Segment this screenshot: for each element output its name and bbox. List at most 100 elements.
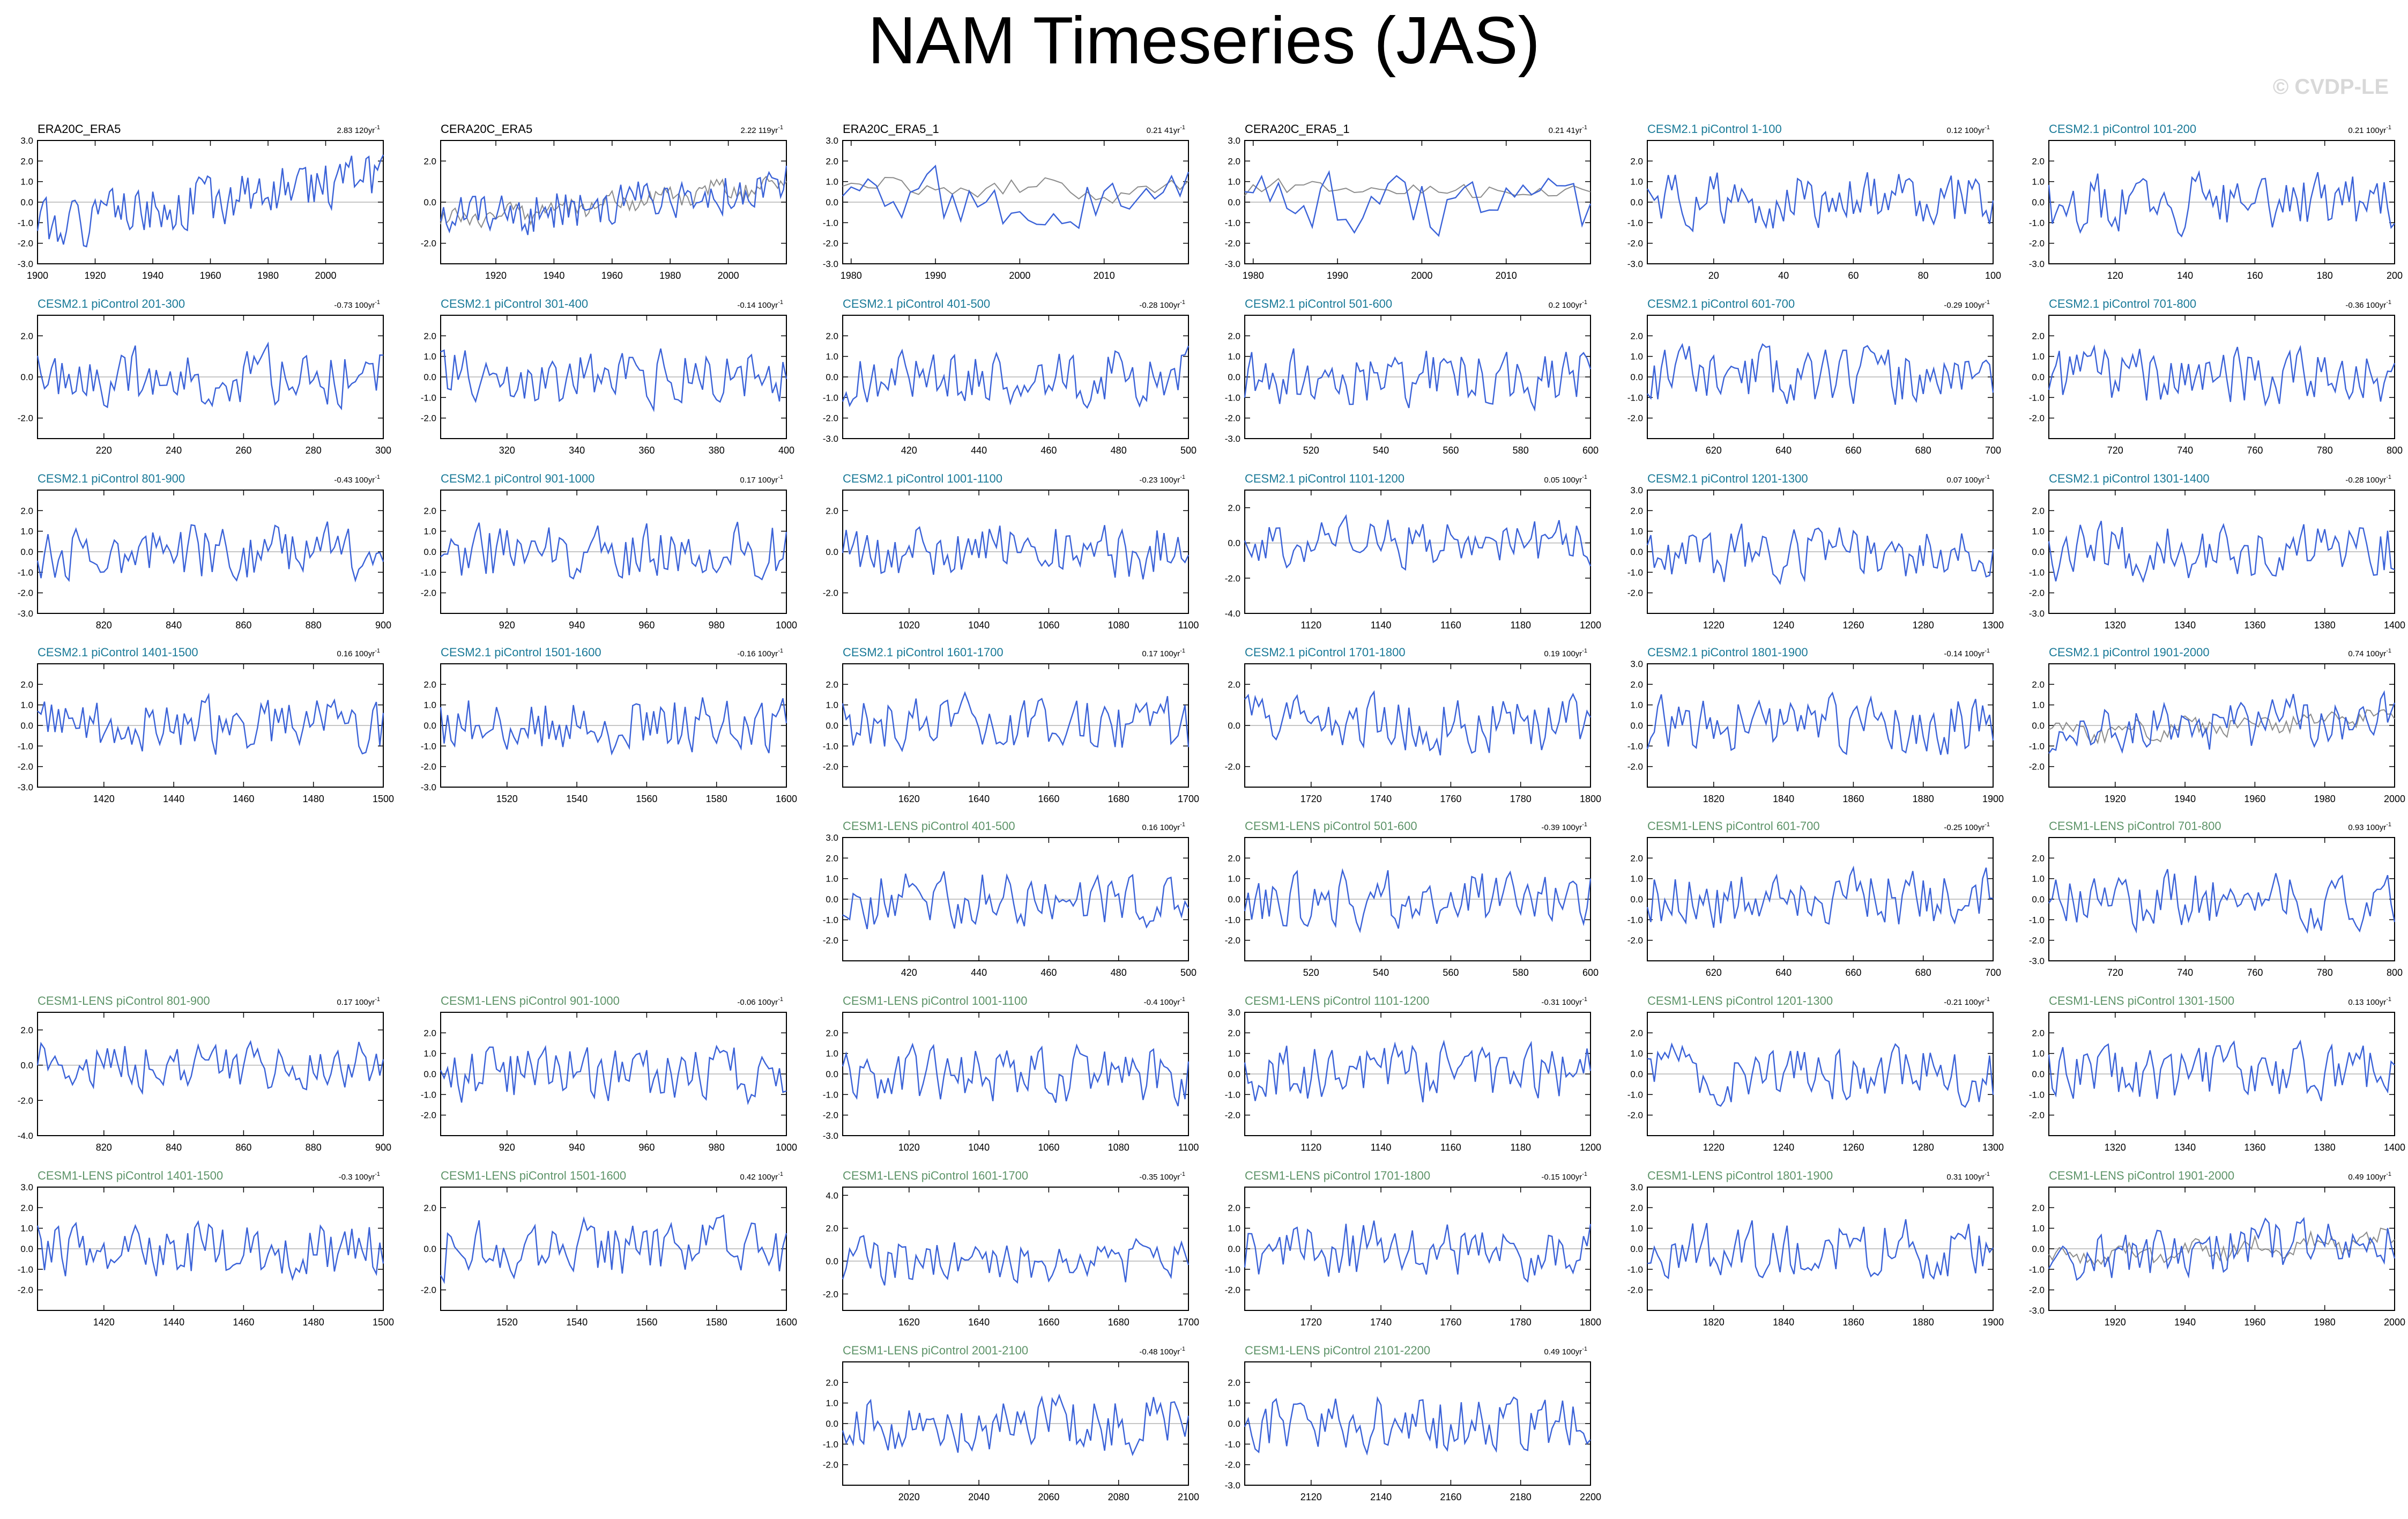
plot-frame [1244,490,1591,614]
chart-panel: CESM1-LENS piControl 501-600 -0.39 100yr-… [1225,819,1599,978]
chart-panel: CESM2.1 piControl 401-500 -0.28 100yr-1 -3… [823,297,1196,456]
y-tick-label: -2.0 [2029,1110,2045,1121]
x-tick-label: 420 [901,445,917,456]
y-tick-label: -1.0 [2029,218,2045,228]
x-tick-label: 1340 [2174,1142,2196,1153]
y-tick-label: 3.0 [1630,1182,1643,1192]
chart-panel: CESM1-LENS piControl 1701-1800 -0.15 100y… [1225,1169,1601,1328]
chart-panel: CESM2.1 piControl 601-700 -0.29 100yr-1 -2… [1627,297,2001,456]
y-tick-label: -4.0 [18,1131,33,1141]
y-tick-label: 1.0 [1228,874,1240,884]
chart-panel: CESM1-LENS piControl 1901-2000 0.49 100yr… [2029,1169,2405,1328]
y-tick-label: 1.0 [2032,177,2045,187]
page-title: NAM Timeseries (JAS) [868,4,1540,78]
chart-panel: CESM2.1 piControl 301-400 -0.14 100yr-1 -2… [421,297,794,456]
y-tick-label: -3.0 [823,259,838,269]
nam-series-line [2048,344,2396,407]
y-tick-label: -2.0 [1627,936,1643,946]
y-tick-label: -2.0 [421,1110,436,1121]
y-tick-label: 2.0 [1228,331,1240,341]
x-tick-label: 1960 [2244,1317,2265,1328]
x-tick-label: 1500 [373,794,394,804]
y-tick-label: 2.0 [1228,1203,1240,1213]
y-tick-label: 1.0 [1630,1049,1643,1059]
x-tick-label: 700 [1985,967,2001,978]
chart-panel: CESM2.1 piControl 901-1000 0.17 100yr-1 -2… [421,472,797,631]
nam-series-line [842,691,1190,753]
x-tick-label: 1100 [1178,1142,1199,1153]
x-tick-label: 60 [1848,270,1859,281]
y-tick-label: 3.0 [20,1182,33,1192]
x-tick-label: 1220 [1703,620,1725,631]
y-tick-label: -2.0 [18,1285,33,1295]
x-tick-label: 40 [1778,270,1789,281]
x-tick-label: 840 [166,620,182,631]
x-tick-label: 840 [166,1142,182,1153]
chart-panel: CESM1-LENS piControl 1101-1200 -0.31 100y… [1225,994,1601,1153]
panel-title: CESM2.1 piControl 1101-1200 [1245,472,1404,485]
x-tick-label: 1040 [968,620,990,631]
y-tick-label: 1.0 [2032,1049,2045,1059]
x-tick-label: 1120 [1300,620,1321,631]
panel-title: CESM1-LENS piControl 1701-1800 [1245,1169,1430,1182]
y-tick-label: -2.0 [1225,1460,1240,1470]
panel-title: CESM2.1 piControl 501-600 [1245,297,1392,310]
panel-title: CESM1-LENS piControl 1801-1900 [1647,1169,1833,1182]
y-tick-label: 4.0 [826,1190,838,1201]
y-tick-label: -3.0 [823,434,838,444]
y-tick-label: -2.0 [1627,413,1643,424]
x-tick-label: 1280 [1913,1142,1934,1153]
x-tick-label: 300 [375,445,391,456]
x-tick-label: 1680 [1108,794,1129,804]
x-tick-label: 2010 [1496,270,1517,281]
y-tick-label: 1.0 [826,177,838,187]
x-tick-label: 940 [569,620,585,631]
chart-panel: CESM1-LENS piControl 401-500 0.16 100yr-1… [823,819,1196,978]
y-tick-label: 1.0 [1630,874,1643,884]
y-tick-label: -2.0 [1225,936,1240,946]
y-tick-label: -2.0 [421,762,436,772]
y-tick-label: -2.0 [1627,1285,1643,1295]
x-tick-label: 1520 [496,1317,518,1328]
panel-title: CESM2.1 piControl 101-200 [2049,122,2196,136]
trend-label: -0.36 100yr-1 [2345,299,2391,310]
panel-title: CESM1-LENS piControl 1101-1200 [1245,994,1429,1007]
y-tick-label: 2.0 [826,331,838,341]
y-tick-label: -1.0 [1627,218,1643,228]
chart-panel: CESM2.1 piControl 1901-2000 0.74 100yr-1 -… [2029,646,2405,804]
chart-panel: CESM1-LENS piControl 2101-2200 0.49 100yr… [1225,1344,1601,1502]
y-tick-label: -2.0 [2029,1285,2045,1295]
x-tick-label: 1880 [1913,1317,1934,1328]
y-tick-label: 0.0 [1630,547,1643,557]
y-tick-label: -1.0 [1627,1090,1643,1100]
secondary-series-line [440,175,787,228]
x-tick-label: 520 [1303,967,1319,978]
trend-label: 0.07 100yr-1 [1946,474,1990,485]
nam-series-line [440,697,787,756]
x-tick-label: 900 [375,1142,391,1153]
x-tick-label: 1440 [163,1317,184,1328]
x-tick-label: 1140 [1371,620,1392,631]
x-tick-label: 1620 [898,1317,920,1328]
chart-panel: CESM1-LENS piControl 601-700 -0.25 100yr-… [1627,819,2001,978]
y-tick-label: -1.0 [1627,915,1643,925]
y-tick-label: 2.0 [423,1028,436,1038]
x-tick-label: 820 [96,620,112,631]
y-tick-label: -1.0 [823,1439,838,1449]
nam-series-line [36,1040,384,1095]
x-tick-label: 1540 [566,794,588,804]
secondary-series-line [842,176,1189,204]
chart-panel: CESM2.1 piControl 1301-1400 -0.28 100yr-1… [2029,472,2405,631]
trend-label: -0.35 100yr-1 [1139,1171,1185,1182]
chart-panel: CESM1-LENS piControl 1001-1100 -0.4 100yr… [823,994,1199,1153]
y-tick-label: -3.0 [2029,1306,2045,1316]
y-tick-label: -2.0 [823,413,838,424]
x-tick-label: 1060 [1038,620,1059,631]
chart-panel: CESM2.1 piControl 201-300 -0.73 100yr-1 -2… [18,297,391,456]
panel-title: CESM1-LENS piControl 2101-2200 [1245,1344,1430,1357]
y-tick-label: 0.0 [1630,721,1643,731]
x-tick-label: 1040 [968,1142,990,1153]
y-tick-label: -3.0 [2029,956,2045,966]
y-tick-label: 1.0 [423,700,436,710]
y-tick-label: 0.0 [826,1419,838,1429]
